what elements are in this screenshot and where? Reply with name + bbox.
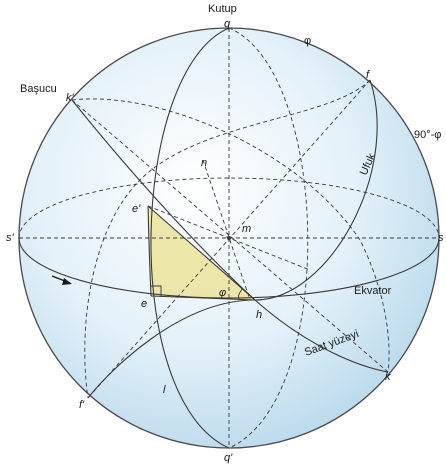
equator-arrowhead [62,278,72,285]
label-equator: Ekvator [354,285,392,297]
label-e: e [141,298,147,310]
label-q-prime: q' [224,452,233,464]
meridian-front [150,27,230,449]
label-e-prime: e' [132,203,141,215]
label-phi-top: φ [304,35,311,47]
label-m: m [242,223,251,235]
triangle-edge-1 [147,205,256,301]
label-f-prime: f' [79,399,85,411]
label-n: n [201,157,207,169]
triangle-edge-2 [150,295,256,301]
horizon-back [84,79,371,399]
label-s-prime: s' [6,232,15,244]
label-pole: Kutup [208,3,237,15]
label-k-prime: k' [66,92,75,104]
label-l: l [163,384,166,396]
center-point [227,236,231,240]
hourplane-back [71,98,390,373]
right-angle-mark [151,285,162,297]
label-phi-angle: φ [219,287,226,299]
label-h: h [256,309,262,321]
label-colat: 90°-φ [414,129,441,141]
label-s: s [438,232,444,244]
triangle-edge-3 [147,205,152,297]
label-f: f [366,69,370,81]
label-k: k [385,371,391,383]
horizon-front [87,79,378,399]
equator-back [18,177,440,239]
label-q: q [224,18,231,30]
meridian-back [228,27,309,449]
phi-angle-arc [237,288,243,301]
axis-nm [202,159,251,301]
label-zenith: Başucu [20,83,57,95]
